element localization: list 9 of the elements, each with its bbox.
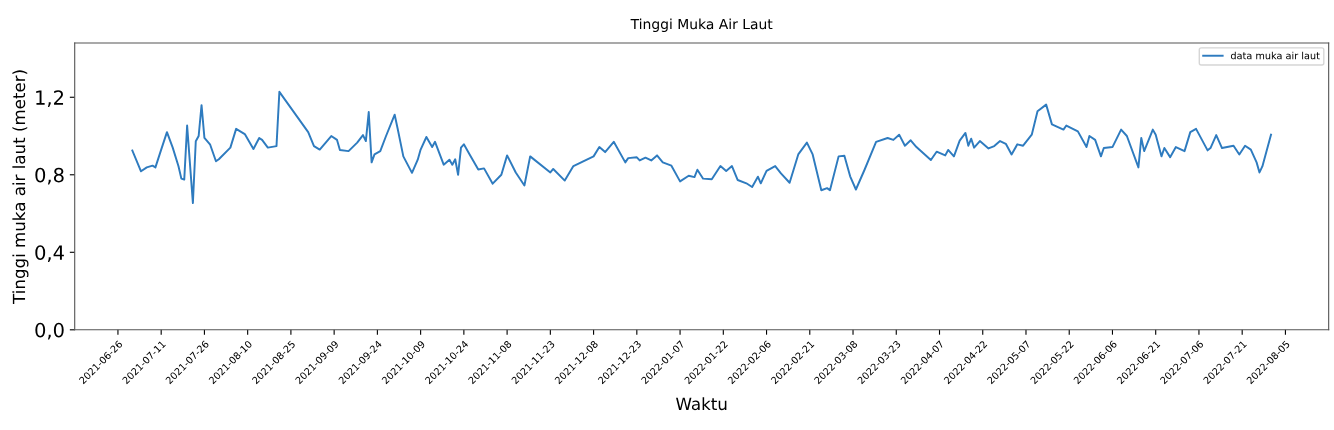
y-axis-title: Tinggi muka air laut (meter) xyxy=(12,70,29,304)
y-tick-label: 1,2 xyxy=(36,90,64,107)
y-tick-label: 0,4 xyxy=(35,245,64,262)
y-tick-label: 0,0 xyxy=(35,322,64,340)
line-series xyxy=(131,90,1272,205)
y-tick-label: 0,8 xyxy=(35,167,64,185)
x-axis-title: Waktu xyxy=(676,397,727,411)
legend-label: data muka air laut xyxy=(1230,51,1320,60)
chart-title: Tinggi Muka Air Laut xyxy=(630,18,773,32)
